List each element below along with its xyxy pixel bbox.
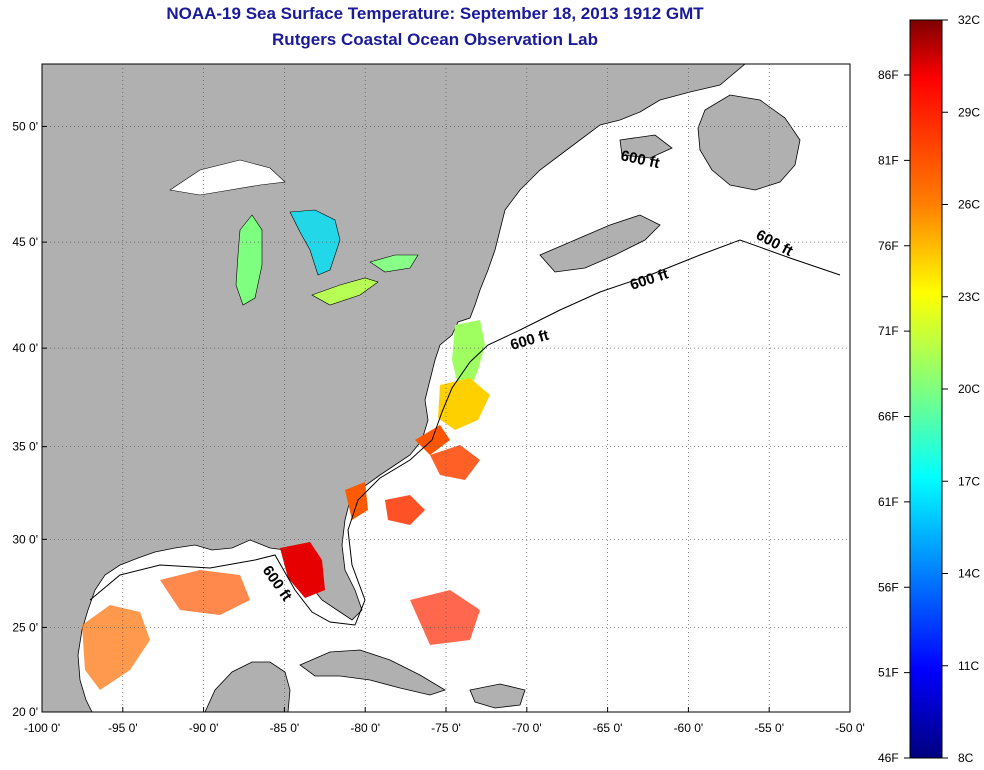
graticule (41, 64, 851, 713)
sst-gulf-west (82, 605, 150, 690)
sst-florida-gulf (280, 542, 325, 598)
sst-gulf-central (160, 570, 250, 615)
lon-tick-label: -55 0' (754, 721, 784, 735)
celsius-label: 32C (958, 13, 980, 27)
lon-tick-label: -100 0' (24, 721, 60, 735)
sst-offshore (385, 495, 425, 525)
lake-ontario (369, 254, 419, 273)
longitude-labels: -100 0' -95 0' -90 0' -85 0' -80 0' -75 0' -70… (24, 721, 865, 735)
land-nova-scotia (539, 214, 661, 273)
celsius-label: 14C (958, 567, 980, 581)
lake-erie (311, 277, 379, 306)
lon-tick-label: -85 0' (270, 721, 300, 735)
sst-se-coast (345, 482, 368, 520)
map-subtitle: Rutgers Coastal Ocean Observation Lab (272, 30, 598, 49)
fahrenheit-label: 56F (878, 580, 899, 594)
lake-superior (169, 159, 286, 196)
celsius-label: 20C (958, 382, 980, 396)
lat-tick-label: 45 0' (12, 235, 38, 249)
lon-tick-label: -90 0' (189, 721, 219, 735)
lon-tick-label: -50 0' (835, 721, 865, 735)
isobath-600ft (89, 239, 841, 626)
colorbar (909, 19, 943, 759)
fahrenheit-label: 86F (878, 68, 899, 82)
lat-tick-label: 50 0' (12, 119, 38, 133)
fahrenheit-label: 71F (878, 324, 899, 338)
colorbar-labels: 32C 29C 26C 23C 20C 17C 14C 11C 8C 86F 81F 76F 71F 66… (878, 13, 980, 765)
lat-tick-label: 30 0' (12, 532, 38, 546)
celsius-label: 29C (958, 105, 980, 119)
celsius-label: 8C (958, 751, 974, 765)
lon-tick-label: -95 0' (108, 721, 138, 735)
map-title: NOAA-19 Sea Surface Temperature: Septemb… (166, 4, 704, 23)
lake-michigan (235, 214, 263, 306)
sst-bahamas (410, 590, 480, 645)
latitude-labels: 20 0' 25 0' 30 0' 35 0' 40 0' 45 0' 50 0' (12, 119, 38, 719)
lat-tick-label: 25 0' (12, 620, 38, 634)
lon-tick-label: -60 0' (674, 721, 704, 735)
fahrenheit-label: 61F (878, 495, 899, 509)
lon-tick-label: -65 0' (593, 721, 623, 735)
fahrenheit-label: 51F (878, 666, 899, 680)
land-yucatan (204, 661, 291, 712)
lake-huron (289, 209, 341, 276)
land-newfoundland (697, 94, 801, 191)
land-hispaniola (469, 683, 526, 709)
land-island (619, 134, 673, 159)
lon-tick-label: -70 0' (512, 721, 542, 735)
fahrenheit-label: 46F (878, 751, 899, 765)
celsius-label: 17C (958, 474, 980, 488)
celsius-label: 26C (958, 198, 980, 212)
fahrenheit-label: 81F (878, 153, 899, 167)
lon-tick-label: -80 0' (350, 721, 380, 735)
sst-midatlantic (452, 320, 485, 390)
lon-tick-label: -75 0' (431, 721, 461, 735)
lat-tick-label: 40 0' (12, 341, 38, 355)
fahrenheit-label: 76F (878, 239, 899, 253)
celsius-label: 11C (958, 659, 979, 673)
lat-tick-label: 20 0' (12, 705, 38, 719)
celsius-label: 23C (958, 290, 980, 304)
sst-gulfstream-1 (430, 445, 480, 480)
land-cuba (299, 649, 446, 696)
lat-tick-label: 35 0' (12, 440, 38, 454)
fahrenheit-label: 66F (878, 410, 899, 424)
